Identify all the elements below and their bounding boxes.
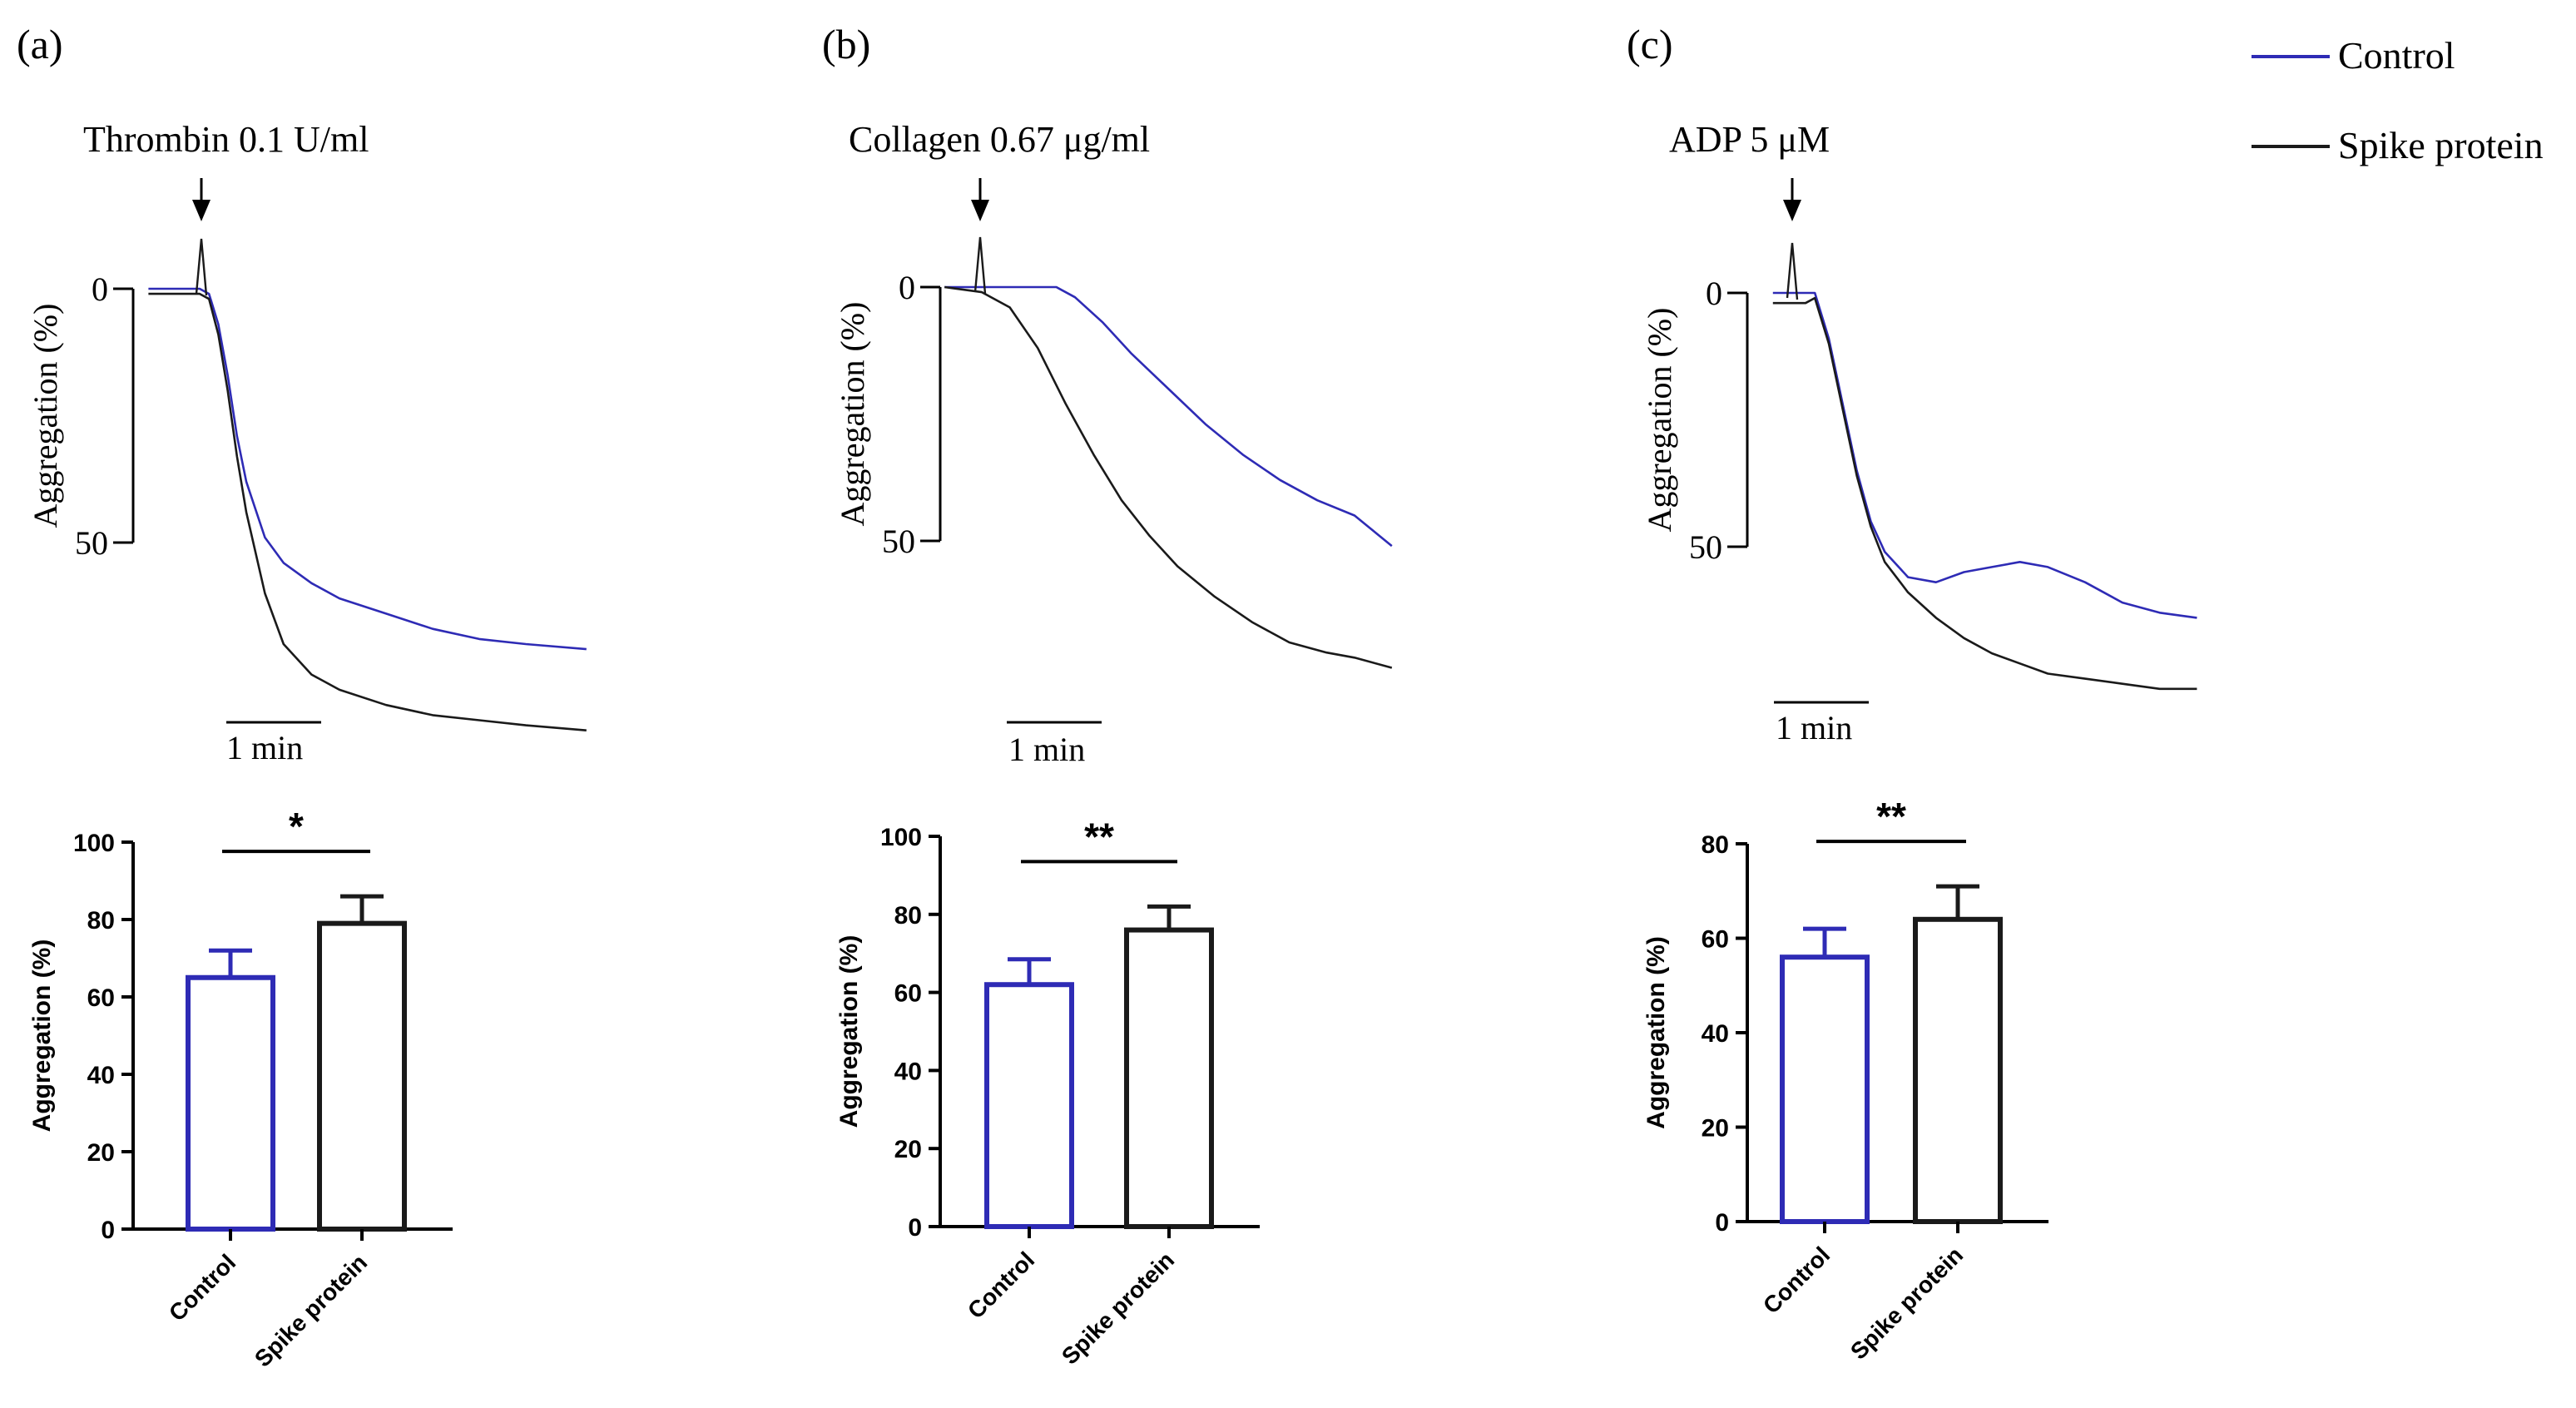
panel-label: (c) bbox=[1627, 21, 1673, 67]
y-tick-label: 60 bbox=[894, 980, 922, 1008]
agonist-arrow-head bbox=[1783, 200, 1801, 221]
x-tick-label: Spike protein bbox=[250, 1249, 372, 1371]
panel-label: (a) bbox=[17, 21, 63, 67]
scale-bar-label: 1 min bbox=[1776, 709, 1852, 746]
y-axis-title: Aggregation (%) bbox=[834, 302, 871, 527]
y-tick-label: 50 bbox=[75, 524, 108, 562]
x-tick-label: Spike protein bbox=[1057, 1247, 1179, 1369]
legend-control-label: Control bbox=[2338, 34, 2455, 77]
bar-panel-1: 0 20 40 60 80 100 Aggregation (%) Control Spike … bbox=[28, 805, 453, 1372]
y-tick-label: 0 bbox=[92, 270, 108, 308]
y-axis-title: Aggregation (%) bbox=[27, 304, 64, 528]
trace-panel-2: (b) Collagen 0.67 μg/ml 0 50 Aggregation (%)… bbox=[822, 21, 1393, 768]
y-tick-label: 0 bbox=[908, 1214, 922, 1242]
y-tick-label: 20 bbox=[1702, 1115, 1729, 1143]
y-tick-label: 80 bbox=[894, 902, 922, 930]
injection-artifact bbox=[973, 236, 987, 295]
trace-panel-3: (c) ADP 5 μM 0 50 Aggregation (%) 1 min bbox=[1627, 21, 2197, 746]
agonist-label: Collagen 0.67 μg/ml bbox=[849, 119, 1150, 160]
y-tick-label: 0 bbox=[101, 1217, 115, 1244]
bar-panel-3: 0 20 40 60 80 Aggregation (%) Control Spike pro… bbox=[1642, 795, 2048, 1365]
bar-spike-protein bbox=[317, 920, 407, 1232]
scale-bar-label: 1 min bbox=[1008, 731, 1085, 768]
bar-control bbox=[1780, 954, 1870, 1224]
agonist-arrow-head bbox=[971, 200, 989, 221]
y-tick-label: 80 bbox=[87, 907, 115, 935]
bar-spike-protein bbox=[1913, 916, 2003, 1225]
trace-control bbox=[148, 287, 587, 651]
y-tick-label: 50 bbox=[882, 523, 915, 560]
y-axis-title: Aggregation (%) bbox=[1641, 308, 1678, 533]
y-tick-label: 20 bbox=[894, 1136, 922, 1163]
agonist-label: ADP 5 μM bbox=[1669, 119, 1830, 160]
y-axis-title: Aggregation (%) bbox=[28, 939, 56, 1133]
injection-artifact bbox=[195, 238, 208, 296]
y-tick-label: 60 bbox=[87, 984, 115, 1012]
y-tick-label: 20 bbox=[87, 1139, 115, 1167]
legend-spike-label: Spike protein bbox=[2338, 124, 2544, 166]
significance-marker: * bbox=[289, 805, 304, 848]
significance-marker: ** bbox=[1084, 815, 1114, 858]
y-tick-label: 50 bbox=[1689, 528, 1722, 566]
trace-panel-1: (a) Thrombin 0.1 U/ml 0 50 Aggregation (%) 1 … bbox=[17, 21, 587, 766]
trace-spike-protein bbox=[944, 285, 1393, 669]
significance-marker: ** bbox=[1876, 795, 1906, 838]
scale-bar-label: 1 min bbox=[226, 729, 303, 766]
agonist-label: Thrombin 0.1 U/ml bbox=[83, 119, 369, 160]
x-tick-label: Control bbox=[963, 1247, 1039, 1323]
bar-panel-2: 0 20 40 60 80 100 Aggregation (%) Control Spike … bbox=[835, 815, 1260, 1370]
y-tick-label: 0 bbox=[1715, 1209, 1729, 1237]
y-tick-label: 40 bbox=[87, 1062, 115, 1089]
y-axis-title: Aggregation (%) bbox=[835, 935, 863, 1128]
agonist-arrow-head bbox=[192, 200, 211, 221]
trace-control bbox=[944, 285, 1393, 548]
y-tick-label: 100 bbox=[880, 824, 922, 851]
legend: Control Spike protein bbox=[2252, 34, 2544, 166]
trace-spike-protein bbox=[1772, 296, 2197, 691]
x-tick-label: Control bbox=[1758, 1242, 1835, 1318]
trace-control bbox=[1772, 291, 2197, 619]
y-tick-label: 40 bbox=[894, 1058, 922, 1085]
y-tick-label: 80 bbox=[1702, 831, 1729, 859]
panel-label: (b) bbox=[822, 21, 870, 67]
y-tick-label: 100 bbox=[73, 830, 115, 857]
y-tick-label: 60 bbox=[1702, 926, 1729, 954]
y-tick-label: 0 bbox=[1706, 275, 1722, 312]
trace-spike-protein bbox=[148, 292, 587, 731]
y-tick-label: 40 bbox=[1702, 1020, 1729, 1048]
bar-control bbox=[984, 982, 1074, 1229]
y-axis-title: Aggregation (%) bbox=[1642, 936, 1670, 1129]
y-tick-label: 0 bbox=[899, 269, 915, 306]
bar-control bbox=[186, 974, 275, 1232]
x-tick-label: Spike protein bbox=[1845, 1242, 1968, 1364]
bar-spike-protein bbox=[1124, 927, 1214, 1230]
x-tick-label: Control bbox=[164, 1249, 240, 1326]
injection-artifact bbox=[1786, 242, 1799, 300]
